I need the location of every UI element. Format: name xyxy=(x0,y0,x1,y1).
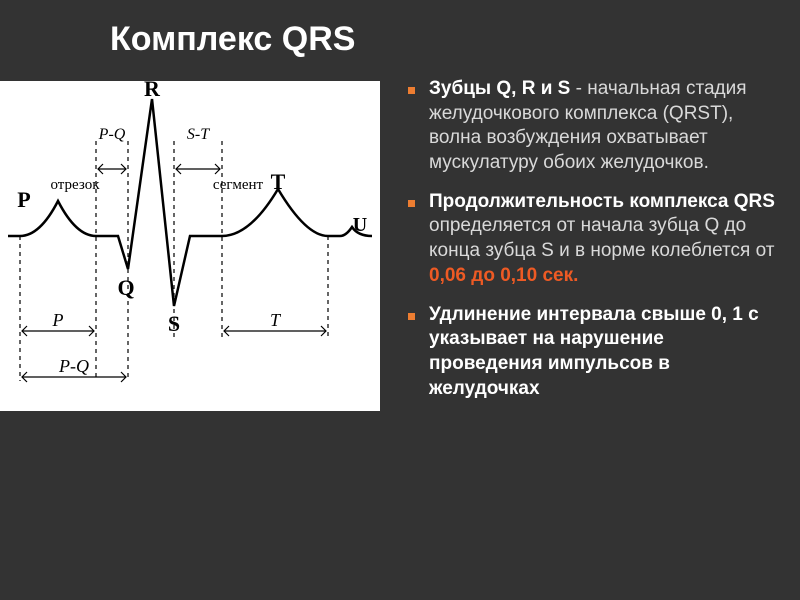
bullet-item: Зубцы Q, R и S - начальная стадия желудо… xyxy=(408,77,780,176)
bullet-list: Зубцы Q, R и S - начальная стадия желудо… xyxy=(380,77,800,600)
label-R: R xyxy=(144,81,161,101)
bullet-lead: Зубцы Q, R и S xyxy=(429,78,570,99)
bullet-text: Продолжительность комплекса QRS определя… xyxy=(429,190,780,289)
label-segment: сегмент xyxy=(213,177,264,193)
bullet-item: Удлинение интервала свыше 0, 1 с указыва… xyxy=(408,303,780,402)
content-row: R P Q S T U P-Q отрезок S-T сегмент xyxy=(0,77,800,600)
label-st-segment: S-T xyxy=(187,126,210,143)
ecg-diagram: R P Q S T U P-Q отрезок S-T сегмент xyxy=(0,81,380,411)
label-T: T xyxy=(271,169,286,194)
bullet-text: Удлинение интервала свыше 0, 1 с указыва… xyxy=(429,303,780,402)
slide-title: Комплекс QRS xyxy=(0,0,800,77)
label-otrezok: отрезок xyxy=(50,177,100,193)
ecg-svg: R P Q S T U P-Q отрезок S-T сегмент xyxy=(0,81,380,411)
bullet-lead: Продолжительность комплекса QRS xyxy=(429,191,775,212)
bullet-marker-icon xyxy=(408,313,415,320)
label-Q: Q xyxy=(117,275,134,300)
label-U: U xyxy=(353,214,367,236)
bullet-text: Зубцы Q, R и S - начальная стадия желудо… xyxy=(429,77,780,176)
label-pq-segment: P-Q xyxy=(98,126,126,143)
bullet-rest: определяется от начала зубца Q до конца … xyxy=(429,215,774,261)
bullet-lead: Удлинение интервала свыше 0, 1 с указыва… xyxy=(429,304,759,399)
label-S: S xyxy=(168,311,180,336)
label-pq-int: P-Q xyxy=(58,356,89,376)
bullet-marker-icon xyxy=(408,87,415,94)
bullet-marker-icon xyxy=(408,200,415,207)
label-p-int: P xyxy=(52,310,64,330)
label-P: P xyxy=(17,187,30,212)
bullet-highlight: 0,06 до 0,10 сек. xyxy=(429,265,578,286)
label-t-int: T xyxy=(270,310,282,330)
bullet-item: Продолжительность комплекса QRS определя… xyxy=(408,190,780,289)
